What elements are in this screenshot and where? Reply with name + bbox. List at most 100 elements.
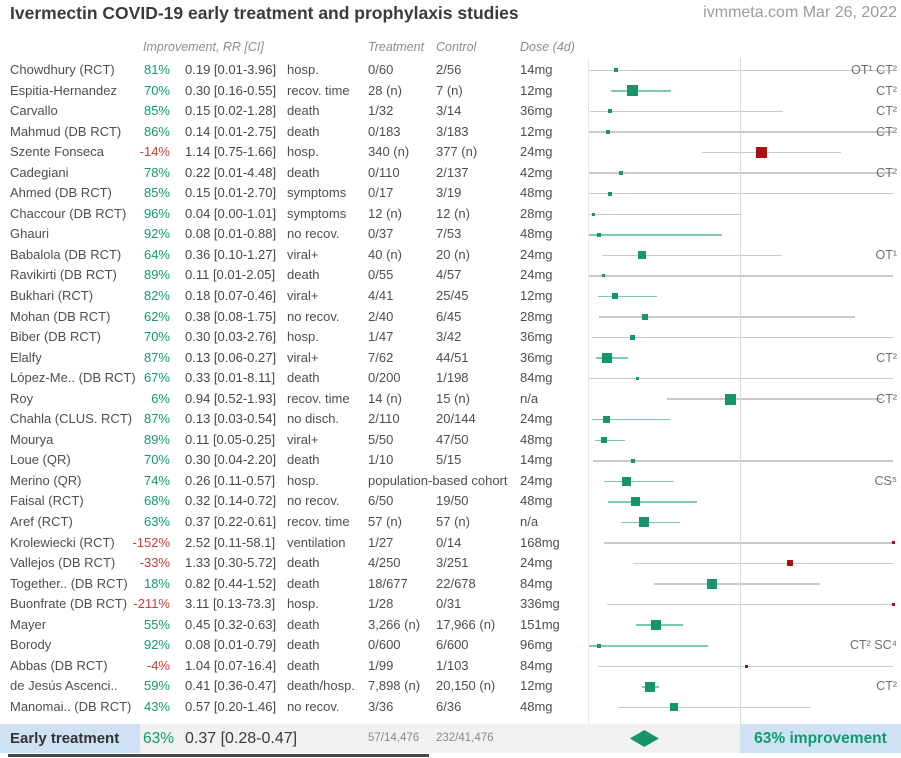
forest-plot-cell (588, 245, 895, 266)
forest-plot-cell (588, 574, 895, 595)
improvement-value: -4% (146, 657, 170, 673)
study-row: de Jesús Ascenci.. 59% 0.41 [0.36-0.47] dea… (0, 676, 901, 697)
outcome-value: recov. time (287, 514, 350, 530)
outcome-value: hosp. (287, 596, 319, 612)
forest-plot-cell (588, 656, 895, 677)
rr-reference-line (740, 58, 741, 753)
forest-plot-cell (588, 101, 895, 122)
rr-ci-value: 0.11 [0.01-2.05] (185, 267, 276, 283)
study-name: Merino (QR) (10, 472, 82, 488)
improvement-value: 62% (143, 308, 170, 324)
treatment-value: 1/27 (368, 534, 394, 550)
study-row: Carvallo 85% 0.15 [0.02-1.28] death 1/32 3/14… (0, 101, 901, 122)
control-value: 3/251 (436, 555, 469, 571)
rr-point-marker (607, 191, 612, 196)
rr-point-marker (597, 232, 602, 237)
forest-plot-cell (588, 533, 895, 554)
outcome-value: death (287, 123, 320, 139)
rr-point-marker (892, 603, 895, 607)
rr-ci-value: 0.08 [0.01-0.88] (185, 226, 277, 242)
study-row: Buonfrate (DB RCT) -211% 3.11 [0.13-73.3] h… (0, 594, 901, 615)
improvement-value: 55% (143, 616, 170, 632)
outcome-value: symptoms (287, 205, 347, 221)
outcome-value: no recov. (287, 308, 340, 324)
rr-point-marker (638, 251, 647, 260)
rr-ci-value: 0.82 [0.44-1.52] (185, 575, 277, 591)
study-note-tags: OT¹ CT² (851, 63, 897, 77)
dose-value: 96mg (520, 637, 553, 653)
forest-plot-cell (588, 512, 895, 533)
ci-whisker-line (588, 69, 894, 72)
rr-point-marker (611, 293, 618, 300)
study-name: Elalfy (10, 349, 42, 365)
ci-whisker-line (654, 583, 820, 585)
improvement-value: 59% (143, 678, 170, 694)
forest-plot-cell (588, 327, 895, 348)
forest-plot-cell (588, 389, 895, 410)
rr-ci-value: 3.11 [0.13-73.3] (185, 596, 276, 612)
outcome-value: death (287, 103, 320, 119)
outcome-value: no recov. (287, 698, 340, 714)
outcome-value: death (287, 637, 320, 653)
dose-value: 28mg (520, 205, 553, 221)
rr-ci-value: 0.15 [0.01-2.70] (185, 185, 277, 201)
treatment-value: 5/50 (368, 431, 394, 447)
ci-whisker-line (588, 192, 894, 195)
study-name: Loue (QR) (10, 452, 71, 468)
next-section-edge (8, 754, 429, 757)
study-row: Chaccour (DB RCT) 96% 0.04 [0.00-1.01] symp… (0, 204, 901, 225)
rr-ci-value: 0.04 [0.00-1.01] (185, 205, 277, 221)
rr-ci-value: 2.52 [0.11-58.1] (185, 534, 276, 550)
study-name: Abbas (DB RCT) (10, 657, 108, 673)
improvement-value: 85% (143, 103, 170, 119)
forest-plot-cell (588, 594, 895, 615)
ci-whisker-line (588, 172, 894, 174)
control-value: 57 (n) (436, 514, 470, 530)
source-link[interactable]: ivmmeta.com Mar 26, 2022 (703, 4, 897, 21)
treatment-value: 0/200 (368, 370, 401, 386)
outcome-value: death (287, 267, 320, 283)
col-dose: Dose (4d) (520, 40, 575, 54)
rr-ci-value: 0.36 [0.10-1.27] (185, 246, 277, 262)
study-name: Manomai.. (DB RCT) (10, 698, 132, 714)
control-value: 20/144 (436, 411, 476, 427)
outcome-value: hosp. (287, 62, 319, 77)
forest-plot-cell (588, 676, 895, 697)
dose-value: n/a (520, 390, 539, 406)
study-name: Mohan (DB RCT) (10, 308, 111, 324)
forest-plot-cell (588, 450, 895, 471)
treatment-value: 28 (n) (368, 82, 402, 98)
treatment-value: 2/110 (368, 411, 400, 427)
ci-whisker-line (602, 254, 782, 257)
treatment-value: 12 (n) (368, 205, 402, 221)
rr-point-marker (618, 171, 623, 176)
study-note-tags: CT² (876, 104, 897, 119)
control-value: 1/103 (436, 657, 469, 673)
study-row: Faisal (RCT) 68% 0.32 [0.14-0.72] no recov.… (0, 491, 901, 512)
improvement-value: 82% (143, 288, 170, 304)
improvement-value: 70% (143, 452, 170, 468)
ci-whisker-line (596, 357, 629, 359)
study-name: López-Me.. (DB RCT) (10, 370, 136, 386)
rr-point-marker (650, 620, 661, 631)
control-value: 4/57 (436, 267, 462, 283)
treatment-value: 0/183 (368, 123, 401, 139)
treatment-value: 4/250 (368, 555, 401, 571)
forest-plot-cell (588, 286, 895, 307)
study-name: Ravikirti (DB RCT) (10, 267, 117, 283)
treatment-value: 18/677 (368, 575, 408, 591)
forest-plot-cell (588, 81, 895, 102)
study-row: Chahla (CLUS. RCT) 87% 0.13 [0.03-0.54] no … (0, 409, 901, 430)
dose-value: 14mg (520, 452, 553, 468)
control-value: 3/183 (436, 123, 469, 139)
study-row: Borody 92% 0.08 [0.01-0.79] death 0/600 6/600… (0, 635, 901, 656)
dose-value: 12mg (520, 288, 553, 304)
study-name: Mahmud (DB RCT) (10, 123, 122, 139)
treatment-value: 2/40 (368, 308, 394, 324)
dose-value: 84mg (520, 575, 553, 591)
study-note-tags: OT¹ (875, 247, 897, 262)
outcome-value: viral+ (287, 349, 319, 365)
summary-label: Early treatment (10, 730, 120, 747)
outcome-value: death/hosp. (287, 678, 355, 694)
